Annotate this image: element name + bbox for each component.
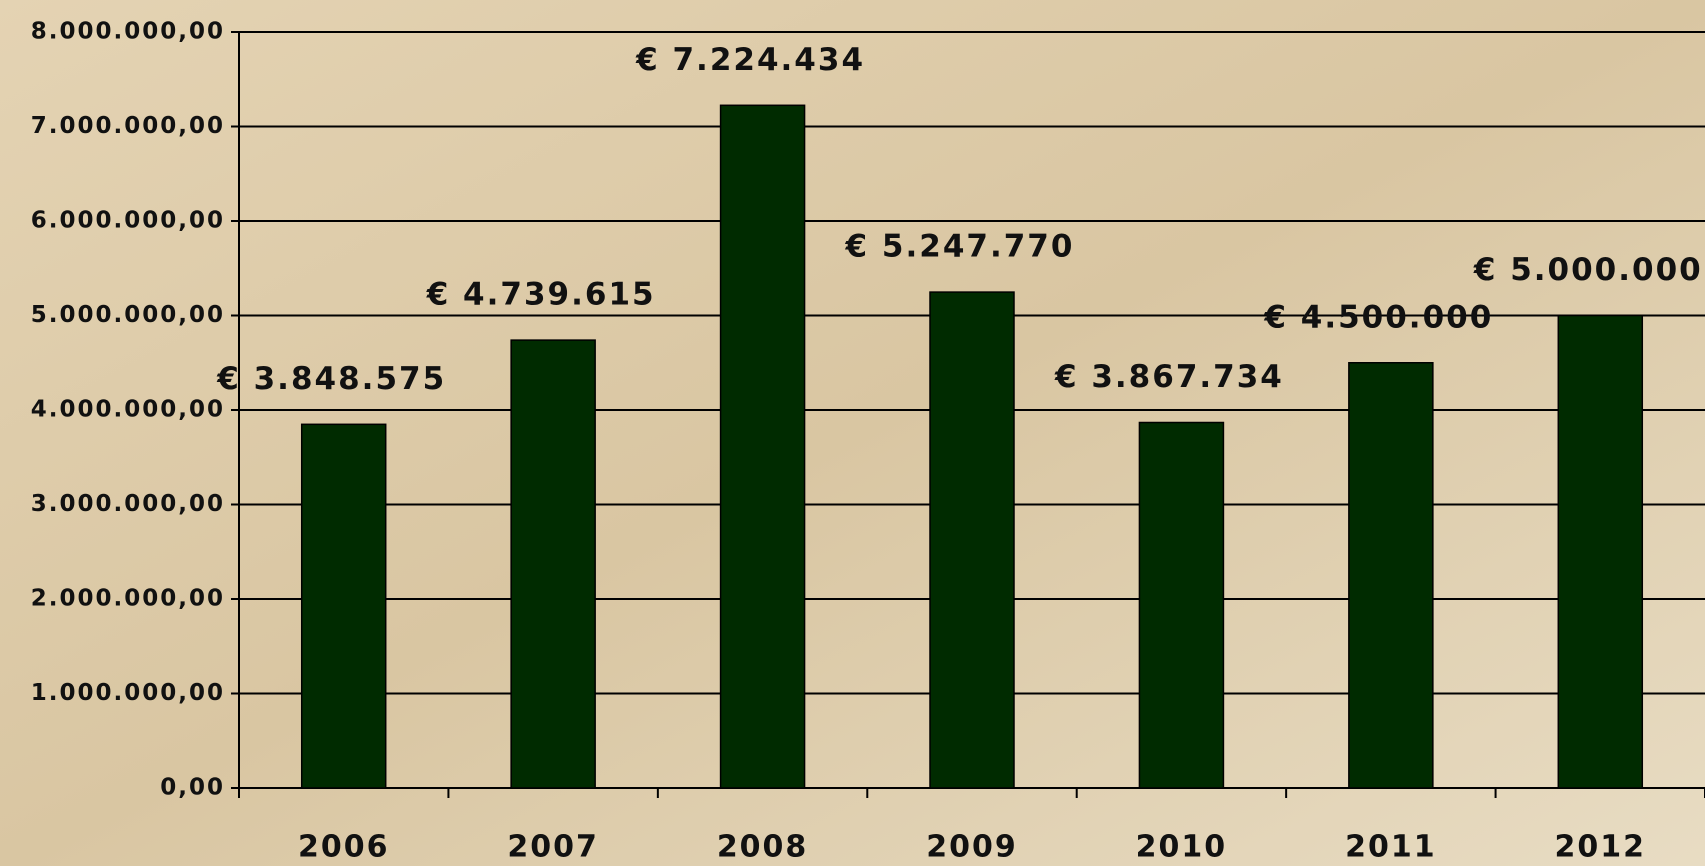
y-tick-label: 5.000.000,00 [31,302,225,328]
value-label: € 5.000.000 [1473,252,1703,288]
x-tick-label: 2007 [507,830,599,865]
y-tick-label: 0,00 [160,775,225,801]
y-tick-label: 1.000.000,00 [31,680,225,706]
y-tick-label: 7.000.000,00 [31,113,225,139]
value-label: € 7.224.434 [635,42,865,78]
chart: 0,00 1.000.000,00 2.000.000,00 3.000.000,00… [0,0,1705,866]
value-label: € 3.848.575 [216,361,446,397]
y-tick-label: 6.000.000,00 [31,208,225,234]
background [0,0,1705,866]
bar [1558,316,1642,789]
bar [1139,422,1223,788]
value-label: € 5.247.770 [845,229,1075,265]
bar [1349,363,1433,788]
bar [721,105,805,788]
y-tick-label: 2.000.000,00 [31,586,225,612]
value-label: € 4.739.615 [426,277,656,313]
x-tick-label: 2009 [926,830,1018,865]
x-tick-label: 2010 [1136,830,1228,865]
y-tick-label: 3.000.000,00 [31,491,225,517]
bar [511,340,595,788]
bar [930,292,1014,788]
y-tick-label: 8.000.000,00 [31,19,225,45]
x-tick-label: 2008 [717,830,809,865]
value-label: € 4.500.000 [1263,299,1493,335]
y-tick-label: 4.000.000,00 [31,397,225,423]
bar [302,424,386,788]
value-label: € 3.867.734 [1054,359,1284,395]
x-tick-label: 2011 [1345,830,1437,865]
x-tick-label: 2012 [1555,830,1647,865]
x-tick-label: 2006 [298,830,390,865]
